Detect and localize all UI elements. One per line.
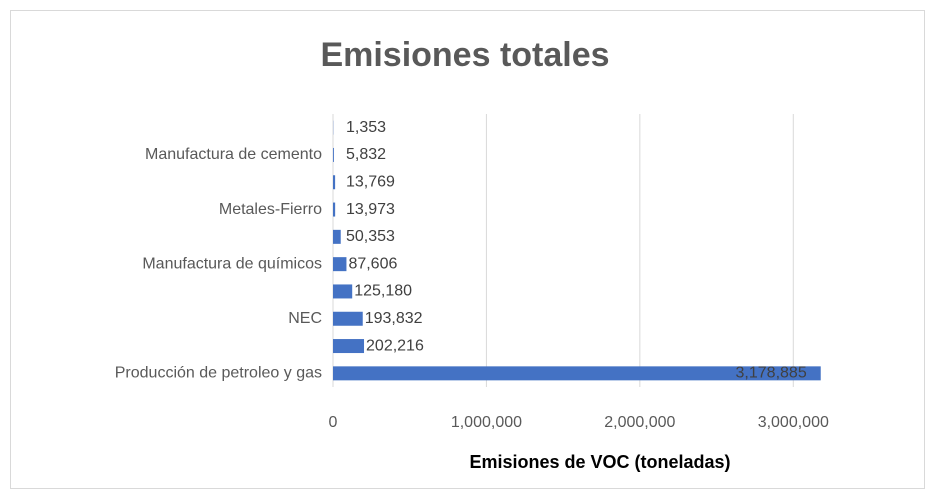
- data-label: 202,216: [366, 337, 424, 354]
- bar: [333, 230, 341, 244]
- x-tick-label: 0: [329, 414, 338, 431]
- bar: [333, 203, 335, 217]
- data-label: 13,769: [346, 173, 395, 190]
- x-tick-label: 3,000,000: [758, 414, 829, 431]
- x-axis-title: Emisiones de VOC (toneladas): [469, 452, 730, 472]
- data-label: 5,832: [346, 146, 386, 163]
- data-label: 50,353: [346, 228, 395, 245]
- data-label: 3,178,885: [736, 365, 807, 382]
- y-tick-label: Producción de petroleo y gas: [115, 365, 322, 382]
- y-tick-label: Metales-Fierro: [219, 201, 322, 218]
- bar: [333, 339, 364, 353]
- x-tick-label: 2,000,000: [604, 414, 675, 431]
- data-label: 125,180: [354, 283, 412, 300]
- chart-title: Emisiones totales: [320, 36, 609, 74]
- y-tick-label: Manufactura de químicos: [142, 255, 322, 272]
- bar: [333, 175, 335, 189]
- y-tick-label: NEC: [288, 310, 322, 327]
- y-tick-label: Manufactura de cemento: [145, 146, 322, 163]
- data-label: 1,353: [346, 119, 386, 136]
- data-label: 87,606: [348, 255, 397, 272]
- data-label: 193,832: [365, 310, 423, 327]
- bar: [333, 148, 334, 162]
- data-label: 13,973: [346, 201, 395, 218]
- bar: [333, 257, 346, 271]
- x-tick-label: 1,000,000: [451, 414, 522, 431]
- bar: [333, 312, 363, 326]
- bar: [333, 284, 352, 298]
